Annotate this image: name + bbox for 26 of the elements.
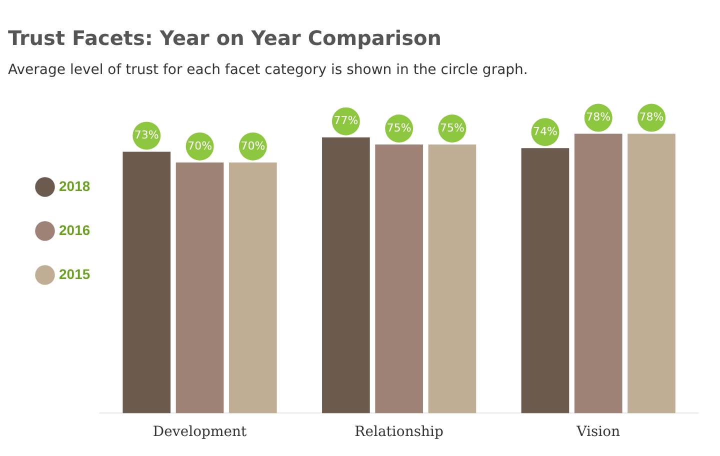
data-label: 75% xyxy=(440,121,464,134)
legend-label: 2016 xyxy=(59,222,90,238)
bar xyxy=(628,134,676,414)
chart-subtitle: Average level of trust for each facet category is shown in the circle graph. xyxy=(8,62,528,78)
legend-label: 2018 xyxy=(59,178,90,194)
data-label: 78% xyxy=(639,110,664,124)
legend-label: 2015 xyxy=(59,266,90,282)
data-label: 75% xyxy=(386,121,412,134)
chart-title: Trust Facets: Year on Year Comparison xyxy=(8,26,442,50)
bar xyxy=(428,144,476,414)
data-label: 78% xyxy=(586,110,611,124)
bar xyxy=(375,144,423,414)
data-label: 70% xyxy=(240,139,266,152)
bar xyxy=(322,137,370,414)
data-label: 73% xyxy=(134,128,159,142)
data-label: 70% xyxy=(188,139,212,152)
bar xyxy=(521,148,570,414)
x-tick-label: Relationship xyxy=(354,424,444,440)
bar xyxy=(229,162,277,414)
bar xyxy=(176,162,224,414)
bar xyxy=(574,134,622,414)
data-label: 77% xyxy=(334,114,358,128)
x-tick-label: Development xyxy=(152,424,248,440)
x-tick-label: Vision xyxy=(576,424,620,440)
data-label: 74% xyxy=(532,124,558,138)
bar xyxy=(122,152,171,414)
